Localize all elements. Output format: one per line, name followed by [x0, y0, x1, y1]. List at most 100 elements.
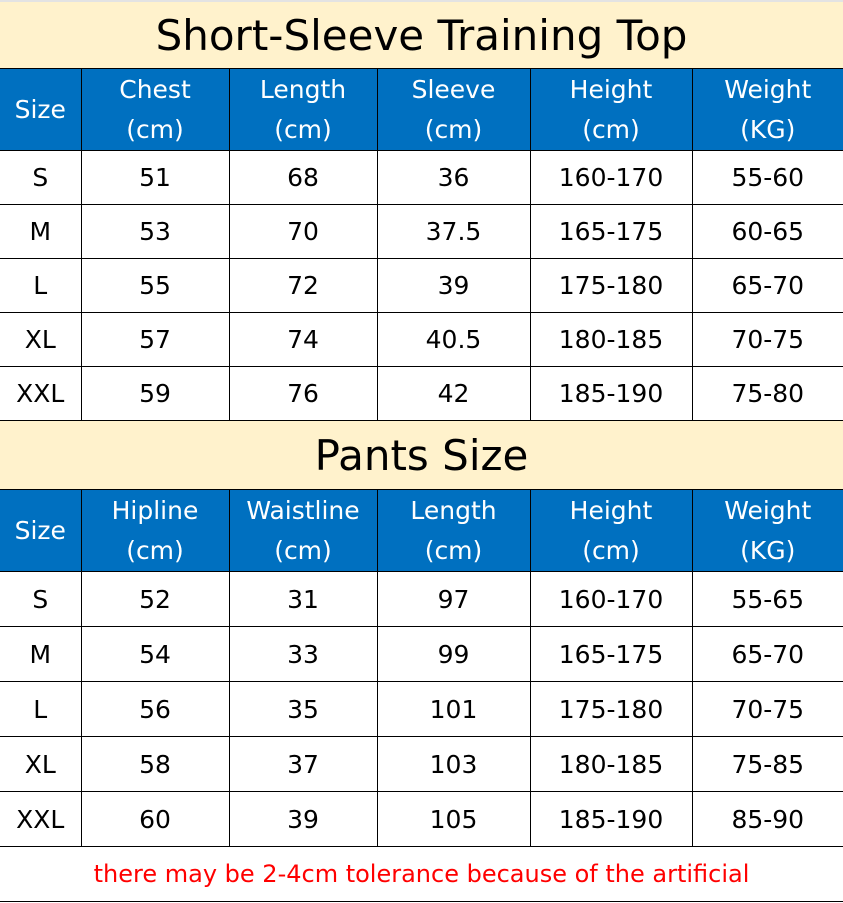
- value-cell: 75-80: [691, 366, 843, 421]
- pants-title-row: Pants Size: [0, 420, 843, 490]
- value-cell: 165-175: [529, 626, 693, 682]
- value-cell: 76: [228, 366, 378, 421]
- header-line: Weight: [724, 495, 812, 525]
- column-header: Hipline (cm): [80, 489, 230, 572]
- column-header: Height (cm): [529, 489, 693, 572]
- column-header: Height (cm): [529, 68, 693, 151]
- value-cell: 175-180: [529, 681, 693, 737]
- value-cell: 42: [376, 366, 531, 421]
- header-line: (cm): [424, 535, 483, 565]
- value-cell: 101: [376, 681, 531, 737]
- table-row: XL 58 37 103 180-185 75-85: [0, 736, 843, 792]
- column-header: Sleeve (cm): [376, 68, 531, 151]
- header-line: Size: [14, 94, 66, 124]
- header-line: Hipline: [111, 495, 199, 525]
- size-cell: XXL: [0, 791, 82, 847]
- top-title: Short-Sleeve Training Top: [0, 2, 843, 69]
- table-row: XXL 60 39 105 185-190 85-90: [0, 791, 843, 847]
- header-line: Height: [569, 74, 653, 104]
- value-cell: 105: [376, 791, 531, 847]
- column-header: Size: [0, 68, 82, 151]
- size-cell: S: [0, 150, 82, 205]
- header-line: Chest: [119, 74, 191, 104]
- size-cell: XXL: [0, 366, 82, 421]
- value-cell: 103: [376, 736, 531, 792]
- note-row: there may be 2-4cm tolerance because of …: [0, 846, 843, 902]
- value-cell: 165-175: [529, 204, 693, 259]
- value-cell: 185-190: [529, 791, 693, 847]
- header-line: Size: [14, 515, 66, 545]
- table-row: M 53 70 37.5 165-175 60-65: [0, 204, 843, 259]
- value-cell: 72: [228, 258, 378, 313]
- value-cell: 40.5: [376, 312, 531, 367]
- value-cell: 68: [228, 150, 378, 205]
- value-cell: 39: [376, 258, 531, 313]
- size-cell: S: [0, 571, 82, 627]
- value-cell: 39: [228, 791, 378, 847]
- table-row: M 54 33 99 165-175 65-70: [0, 626, 843, 682]
- value-cell: 99: [376, 626, 531, 682]
- table-row: S 52 31 97 160-170 55-65: [0, 571, 843, 627]
- header-line: (cm): [274, 114, 332, 144]
- header-line: Weight: [724, 74, 812, 104]
- value-cell: 180-185: [529, 736, 693, 792]
- pants-title: Pants Size: [0, 420, 843, 490]
- value-cell: 55: [80, 258, 230, 313]
- value-cell: 60-65: [691, 204, 843, 259]
- header-line: Height: [569, 495, 653, 525]
- value-cell: 37: [228, 736, 378, 792]
- table-row: S 51 68 36 160-170 55-60: [0, 150, 843, 205]
- header-line: (KG): [740, 535, 796, 565]
- value-cell: 37.5: [376, 204, 531, 259]
- size-cell: XL: [0, 736, 82, 792]
- column-header: Length (cm): [376, 489, 531, 572]
- header-line: (cm): [582, 114, 640, 144]
- value-cell: 56: [80, 681, 230, 737]
- value-cell: 65-70: [691, 626, 843, 682]
- value-cell: 36: [376, 150, 531, 205]
- table-row: XL 57 74 40.5 180-185 70-75: [0, 312, 843, 367]
- value-cell: 85-90: [691, 791, 843, 847]
- header-line: Length: [259, 74, 347, 104]
- size-cell: L: [0, 681, 82, 737]
- header-line: (cm): [424, 114, 483, 144]
- value-cell: 35: [228, 681, 378, 737]
- header-line: Waistline: [246, 495, 360, 525]
- column-header: Weight (KG): [691, 68, 843, 151]
- value-cell: 70-75: [691, 312, 843, 367]
- value-cell: 55-60: [691, 150, 843, 205]
- value-cell: 175-180: [529, 258, 693, 313]
- value-cell: 75-85: [691, 736, 843, 792]
- top-header-row: Size Chest (cm) Length (cm) Sleeve (cm) Height (…: [0, 68, 843, 151]
- header-line: (cm): [126, 535, 184, 565]
- tolerance-note: there may be 2-4cm tolerance because of …: [0, 846, 843, 902]
- header-line: (KG): [740, 114, 796, 144]
- table-row: L 55 72 39 175-180 65-70: [0, 258, 843, 313]
- value-cell: 55-65: [691, 571, 843, 627]
- value-cell: 70: [228, 204, 378, 259]
- value-cell: 70-75: [691, 681, 843, 737]
- column-header: Waistline (cm): [228, 489, 378, 572]
- value-cell: 65-70: [691, 258, 843, 313]
- value-cell: 33: [228, 626, 378, 682]
- value-cell: 57: [80, 312, 230, 367]
- header-line: (cm): [582, 535, 640, 565]
- value-cell: 160-170: [529, 150, 693, 205]
- header-line: (cm): [274, 535, 332, 565]
- size-cell: M: [0, 204, 82, 259]
- value-cell: 97: [376, 571, 531, 627]
- value-cell: 59: [80, 366, 230, 421]
- value-cell: 60: [80, 791, 230, 847]
- value-cell: 53: [80, 204, 230, 259]
- column-header: Chest (cm): [80, 68, 230, 151]
- size-cell: XL: [0, 312, 82, 367]
- value-cell: 180-185: [529, 312, 693, 367]
- value-cell: 54: [80, 626, 230, 682]
- size-cell: M: [0, 626, 82, 682]
- column-header: Length (cm): [228, 68, 378, 151]
- value-cell: 185-190: [529, 366, 693, 421]
- header-line: (cm): [126, 114, 184, 144]
- value-cell: 31: [228, 571, 378, 627]
- header-line: Length: [410, 495, 497, 525]
